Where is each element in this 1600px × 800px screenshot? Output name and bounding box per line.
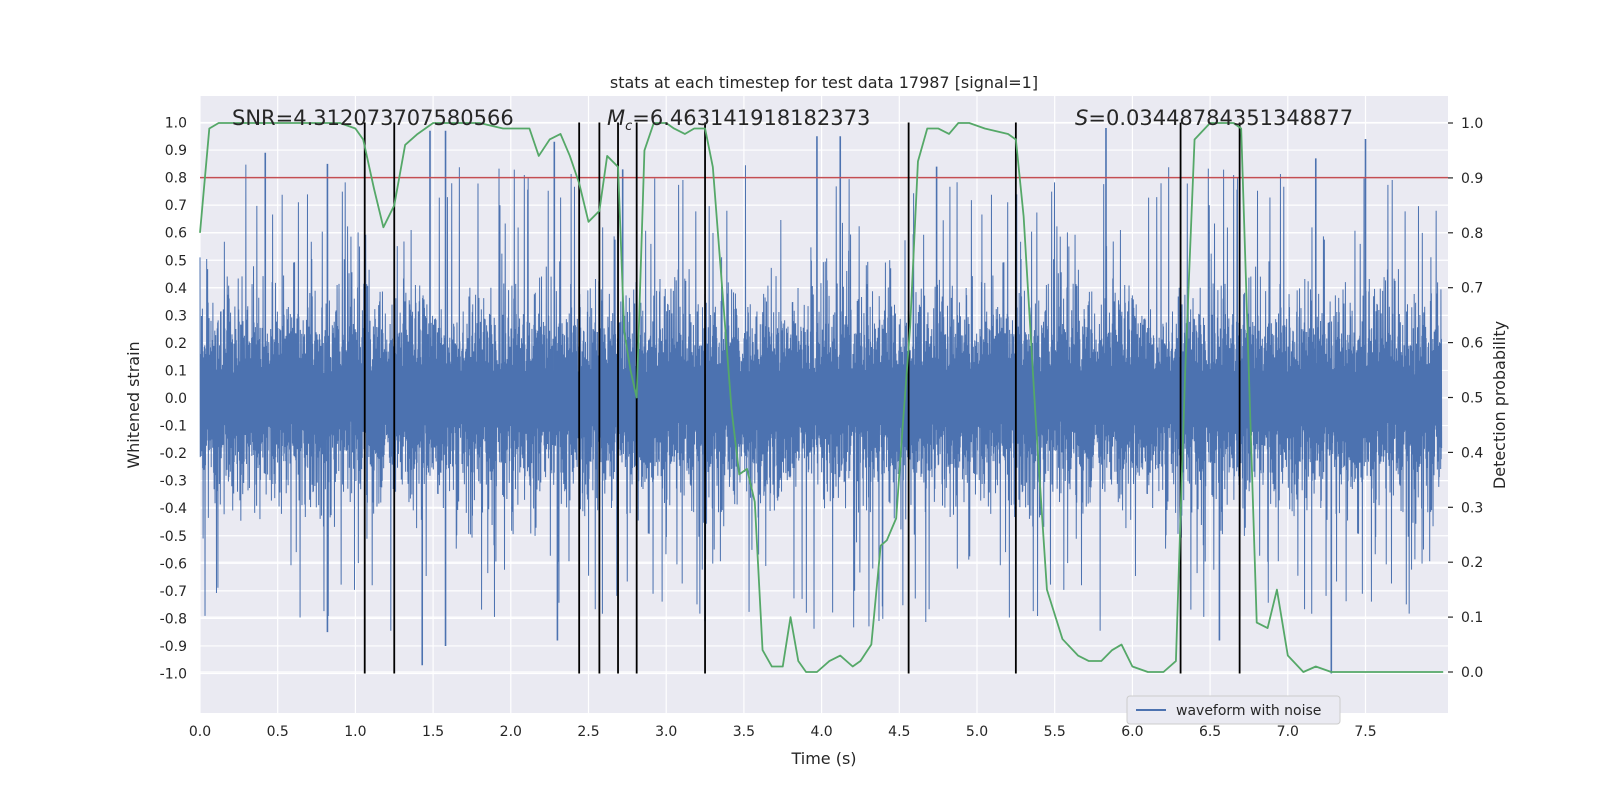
x-tick-label: 0.0: [189, 724, 211, 740]
y2-tick-label: 0.9: [1461, 171, 1483, 187]
chart-title: stats at each timestep for test data 179…: [610, 73, 1038, 92]
mc-annotation: Mc=6.463141918182373: [607, 106, 870, 134]
y2-tick-label: 0.3: [1461, 500, 1483, 516]
y-tick-label: -1.0: [160, 667, 187, 683]
snr-annotation: SNR=4.312073707580566: [232, 106, 514, 130]
mc-subscript: c: [625, 119, 632, 134]
y-tick-label: -0.4: [160, 501, 187, 517]
y-tick-label: 0.7: [165, 198, 187, 214]
event-markers: [363, 122, 1241, 674]
axis-ticks: 0.0 0.5 1.0 1.5 2.0 2.5 3.0 3.5 4.0 4.5 5.0 5.5 6.0 6…: [160, 116, 1484, 741]
y-tick-label: 0.5: [165, 253, 187, 269]
y-tick-label: -0.7: [160, 584, 187, 600]
y-tick-label: 0.9: [165, 143, 187, 159]
x-tick-label: 3.5: [733, 724, 755, 740]
waveform-line: [199, 164, 1443, 631]
y-tick-label: -0.3: [160, 474, 187, 490]
y2-tick-label: 0.4: [1461, 445, 1483, 461]
waveform-series: [199, 128, 1443, 674]
y2-tick-label: 0.5: [1461, 391, 1483, 407]
y-tick-label: 0.2: [165, 336, 187, 352]
x-tick-label: 5.0: [966, 724, 988, 740]
x-tick-label: 2.5: [577, 724, 599, 740]
x-tick-label: 6.0: [1121, 724, 1143, 740]
y-tick-label: -0.5: [160, 529, 187, 545]
s-value: 0.03448784351348877: [1106, 106, 1353, 130]
x-tick-label: 6.5: [1199, 724, 1221, 740]
x-tick-label: 3.0: [655, 724, 677, 740]
y-axis-title: Whitened strain: [124, 341, 143, 468]
probability-series: [199, 122, 1444, 673]
y-tick-label: 0.8: [165, 171, 187, 187]
y-tick-label: 0.0: [165, 391, 187, 407]
y2-tick-label: 0.8: [1461, 226, 1483, 242]
s-annotation: S=0.03448784351348877: [1075, 106, 1353, 130]
y-tick-label: 0.4: [165, 281, 187, 297]
legend-box: [1126, 695, 1341, 725]
x-tick-label: 2.0: [500, 724, 522, 740]
y2-axis-title: Detection probability: [1490, 321, 1509, 489]
y2-tick-label: 1.0: [1461, 116, 1483, 132]
x-tick-label: 1.5: [422, 724, 444, 740]
y2-tick-label: 0.6: [1461, 336, 1483, 352]
y2-tick-label: 0.0: [1461, 665, 1483, 681]
y-tick-label: -0.8: [160, 611, 187, 627]
y-tick-label: -0.2: [160, 446, 187, 462]
s-symbol: S: [1075, 106, 1088, 130]
y-tick-label: 1.0: [165, 116, 187, 132]
x-tick-label: 7.0: [1277, 724, 1299, 740]
snr-value: 4.312073707580566: [293, 106, 513, 130]
x-axis-title: Time (s): [790, 749, 856, 768]
y-tick-label: 0.1: [165, 363, 187, 379]
x-tick-label: 7.5: [1354, 724, 1376, 740]
probability-line: [199, 122, 1444, 673]
y-tick-label: 0.6: [165, 226, 187, 242]
x-tick-label: 1.0: [344, 724, 366, 740]
x-tick-label: 4.0: [810, 724, 832, 740]
y-tick-label: -0.6: [160, 556, 187, 572]
x-tick-label: 5.5: [1044, 724, 1066, 740]
mc-symbol: M: [607, 106, 625, 130]
x-tick-label: 4.5: [888, 724, 910, 740]
x-tick-label: 0.5: [267, 724, 289, 740]
y-tick-label: 0.3: [165, 308, 187, 324]
snr-prefix: SNR: [232, 106, 276, 130]
y2-tick-label: 0.7: [1461, 281, 1483, 297]
legend-label: waveform with noise: [1176, 703, 1321, 719]
y2-tick-label: 0.2: [1461, 555, 1483, 571]
y-tick-label: -0.1: [160, 419, 187, 435]
y-tick-label: -0.9: [160, 639, 187, 655]
mc-value: 6.463141918182373: [650, 106, 870, 130]
legend: waveform with noise: [1126, 695, 1341, 725]
y2-tick-label: 0.1: [1461, 610, 1483, 626]
